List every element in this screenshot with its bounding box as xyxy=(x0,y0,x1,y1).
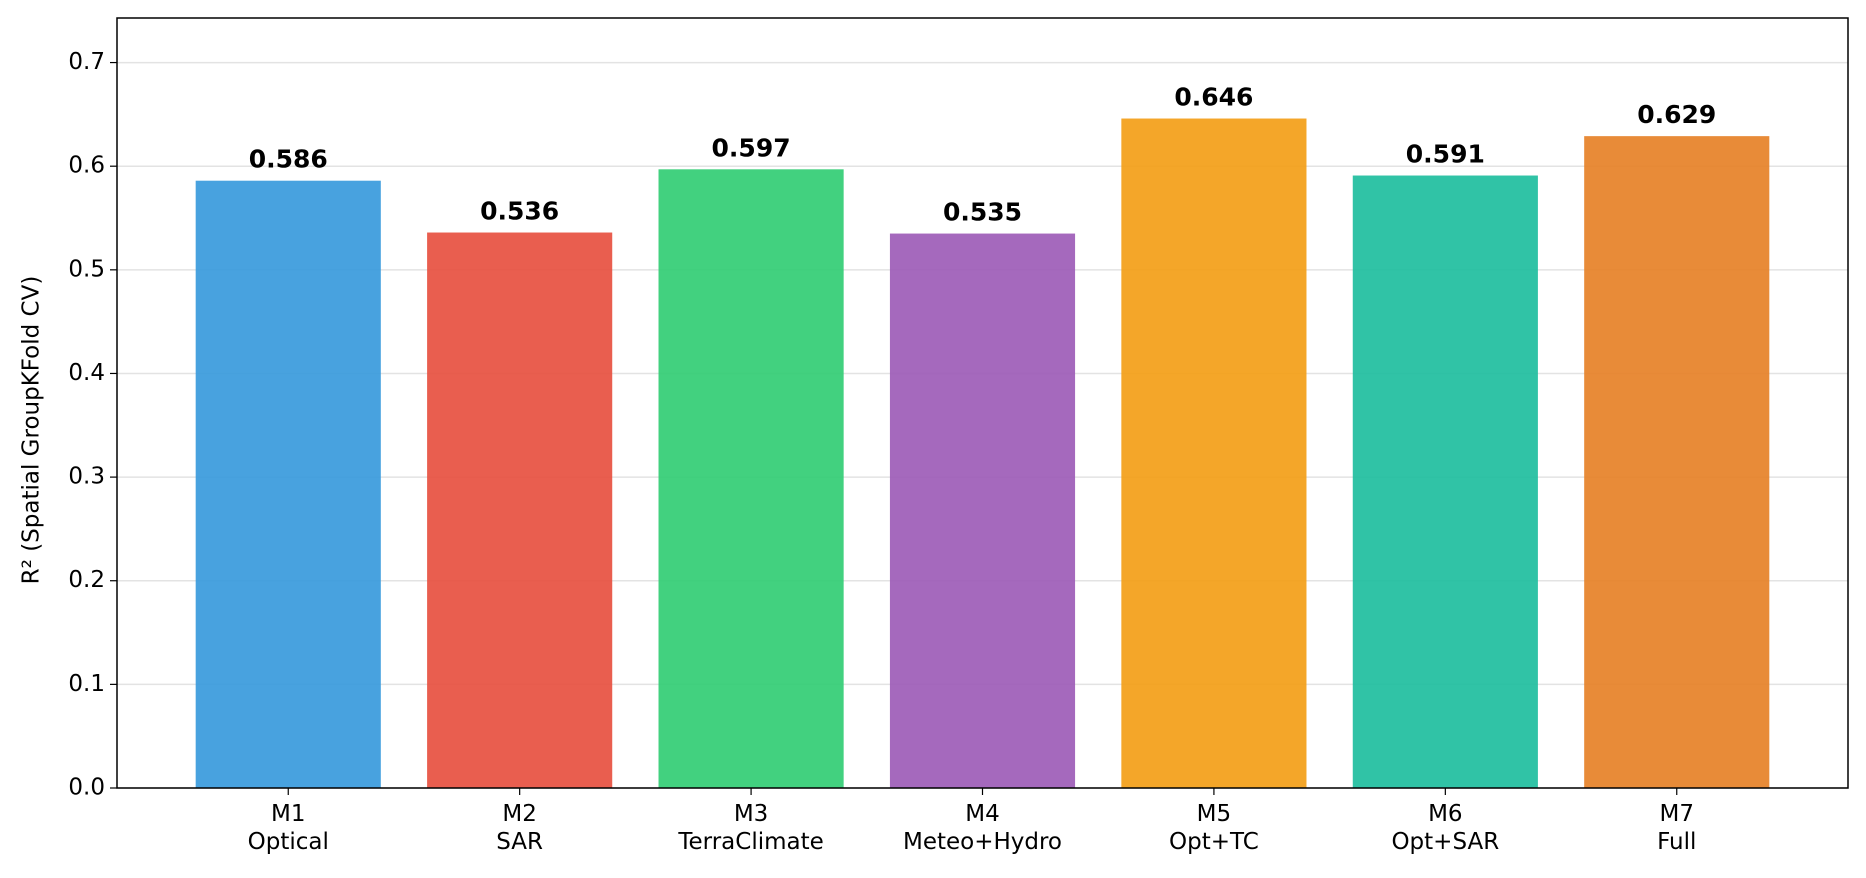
x-tick-label: M7 Full xyxy=(1657,801,1697,855)
bar xyxy=(658,169,844,788)
x-tick-label: M6 Opt+SAR xyxy=(1391,801,1500,855)
value-label: 0.536 xyxy=(480,197,559,226)
value-label: 0.629 xyxy=(1637,100,1716,129)
x-tick-label: M3 TerraClimate xyxy=(678,801,824,855)
value-label: 0.591 xyxy=(1406,140,1485,169)
y-axis-label: R² (Spatial GroupKFold CV) xyxy=(19,276,45,585)
value-label: 0.597 xyxy=(712,133,791,162)
bar xyxy=(889,233,1076,789)
value-label: 0.535 xyxy=(943,198,1022,227)
y-tick-label: 0.0 xyxy=(68,775,105,801)
bar xyxy=(1352,175,1538,788)
bar xyxy=(427,232,613,788)
x-tick-label: M1 Optical xyxy=(247,801,329,855)
x-tick-label: M4 Meteo+Hydro xyxy=(902,801,1063,855)
bar xyxy=(195,180,381,788)
y-tick-label: 0.1 xyxy=(68,671,105,697)
y-tick-label: 0.4 xyxy=(68,360,105,386)
x-tick-label: M5 Opt+TC xyxy=(1169,801,1259,855)
bar xyxy=(1121,118,1307,788)
bar xyxy=(1584,136,1770,788)
y-tick-label: 0.6 xyxy=(68,153,105,179)
y-tick-label: 0.7 xyxy=(68,49,105,75)
value-label: 0.586 xyxy=(249,145,328,174)
y-tick-label: 0.2 xyxy=(68,567,105,593)
x-tick-label: M2 SAR xyxy=(496,801,544,855)
y-tick-label: 0.3 xyxy=(68,464,105,490)
plot-frame xyxy=(116,17,1849,789)
value-label: 0.646 xyxy=(1174,83,1253,112)
y-tick-label: 0.5 xyxy=(68,256,105,282)
